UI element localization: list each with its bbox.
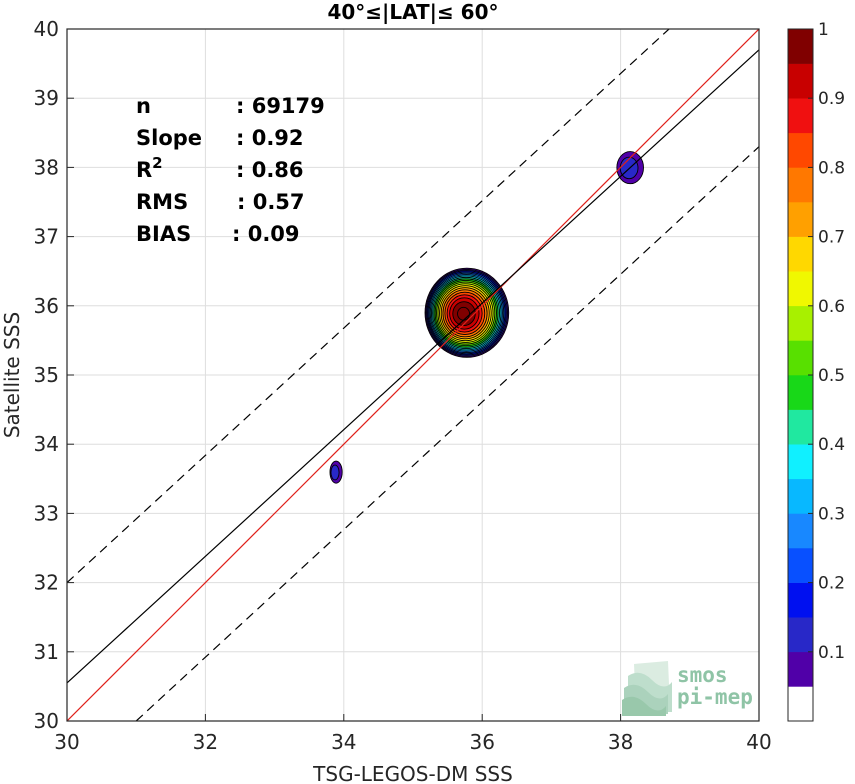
y-tick-label: 32	[34, 571, 59, 595]
colorbar-band	[788, 340, 813, 376]
reference-lines	[67, 29, 759, 721]
y-tick-label: 34	[34, 432, 59, 456]
x-axis-ticks: 30 32 34 36 38 40	[54, 714, 772, 754]
colorbar-band	[788, 651, 813, 687]
stat-value: : 0.57	[237, 190, 305, 214]
y-tick-label: 33	[34, 501, 59, 525]
identity-line	[67, 29, 759, 721]
colorbar-tick-label: 0.7	[818, 228, 845, 248]
colorbar-tick-label: 0.2	[818, 574, 845, 594]
colorbar-band	[788, 686, 813, 722]
stat-label: RMS	[136, 190, 188, 214]
colorbar-band	[788, 617, 813, 653]
colorbar-ticks: 0.1 0.2 0.3 0.4 0.5 0.6 0.7 0.8 0.9 1	[808, 20, 845, 663]
logo-text-line1: smos	[677, 663, 728, 687]
density-cluster	[329, 460, 343, 484]
x-tick-label: 32	[193, 730, 218, 754]
density-cluster	[424, 267, 510, 358]
colorbar-tick-label: 0.9	[818, 89, 845, 109]
x-tick-label: 38	[608, 730, 633, 754]
colorbar-band	[788, 132, 813, 168]
colorbar-band	[788, 98, 813, 134]
y-tick-label: 30	[34, 709, 59, 733]
colorbar-tick-label: 0.1	[818, 643, 845, 663]
contour-band	[330, 464, 340, 481]
colorbar-band	[788, 271, 813, 307]
stat-label: Slope	[136, 126, 202, 150]
y-tick-label: 40	[34, 17, 59, 41]
y-axis-ticks: 30 31 32 33 34 35 36 37 38 39 40	[34, 17, 74, 733]
colorbar-tick-label: 0.8	[818, 158, 845, 178]
colorbar-tick-label: 0.4	[818, 435, 845, 455]
colorbar-band	[788, 29, 813, 64]
x-axis-label: TSG-LEGOS-DM SSS	[312, 762, 513, 784]
grid-lines	[66, 28, 760, 722]
x-tick-label: 36	[469, 730, 494, 754]
colorbar-tick-label: 0.3	[818, 504, 845, 524]
y-tick-label: 39	[34, 86, 59, 110]
regression-line	[67, 49, 759, 684]
colorbar-band	[788, 63, 813, 99]
colorbar-band	[788, 375, 813, 410]
colorbar-band	[788, 582, 813, 618]
stat-value: : 69179	[236, 94, 325, 118]
colorbar-band	[788, 167, 813, 203]
colorbar-band	[788, 548, 813, 583]
stat-label: BIAS	[136, 222, 191, 246]
stat-label: n	[136, 94, 151, 118]
chart-title: 40°≤|LAT|≤ 60°	[327, 0, 498, 24]
y-tick-label: 37	[34, 225, 59, 249]
x-tick-label: 40	[746, 730, 771, 754]
colorbar-tick-label: 0.6	[818, 297, 845, 317]
y-tick-label: 38	[34, 155, 59, 179]
stat-value: : 0.92	[236, 126, 304, 150]
stat-value: : 0.09	[232, 222, 300, 246]
y-tick-label: 35	[34, 363, 59, 387]
x-tick-label: 34	[331, 730, 356, 754]
colorbar-tick-label: 0.5	[818, 366, 845, 386]
logo-wave-icon	[622, 661, 672, 716]
colorbar-band	[788, 236, 813, 272]
colorbar-band	[788, 409, 813, 445]
colorbar-band	[788, 202, 813, 237]
colorbar-tick-label: 1	[818, 20, 829, 40]
density-contours	[329, 151, 644, 484]
colorbar-band	[788, 305, 813, 341]
colorbar-band	[788, 444, 813, 480]
y-tick-label: 36	[34, 294, 59, 318]
logo-text-line2: pi-mep	[677, 685, 753, 709]
y-axis-label: Satellite SSS	[0, 312, 24, 438]
x-tick-label: 30	[54, 730, 79, 754]
contour-band	[457, 306, 470, 321]
stat-superscript: 2	[152, 154, 162, 172]
colorbar-band	[788, 513, 813, 549]
colorbar-band	[788, 478, 813, 514]
colorbar	[787, 28, 814, 722]
stat-value: : 0.86	[236, 158, 304, 182]
upper-bound-line	[67, 29, 670, 584]
lower-bound-line	[135, 146, 759, 721]
smos-pi-mep-logo: smos pi-mep	[622, 661, 753, 716]
y-tick-label: 31	[34, 640, 59, 664]
